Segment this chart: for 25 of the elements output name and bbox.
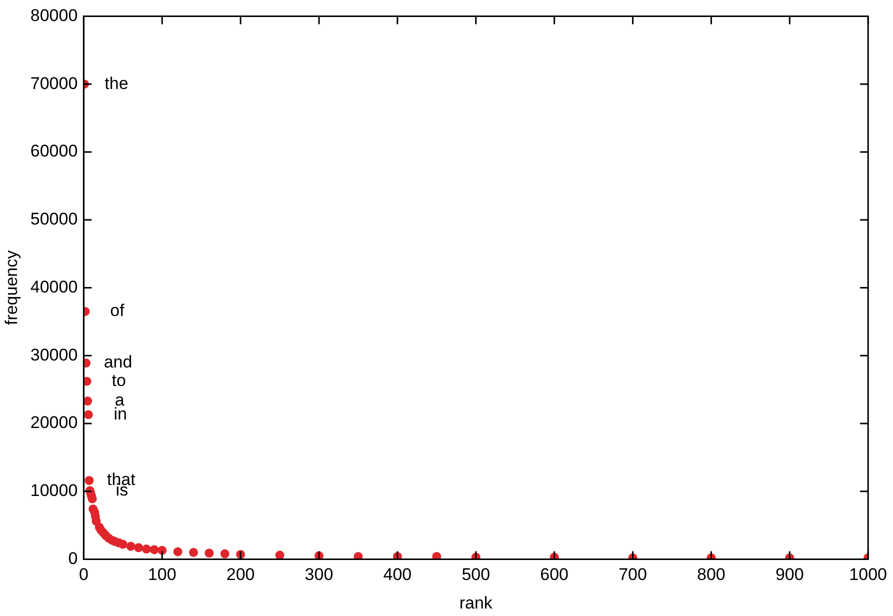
- annotation: to: [112, 371, 126, 390]
- x-tick-label: 900: [775, 565, 804, 584]
- y-tick-label: 40000: [30, 277, 78, 296]
- y-tick-label: 20000: [30, 413, 78, 432]
- y-tick-label: 50000: [30, 210, 78, 229]
- y-tick-label: 30000: [30, 345, 78, 364]
- x-tick-label: 400: [383, 565, 412, 584]
- y-tick-label: 0: [68, 548, 78, 568]
- annotation: of: [110, 301, 125, 320]
- y-tick-label: 70000: [30, 74, 78, 93]
- y-axis-title: frequency: [2, 250, 21, 326]
- x-tick-label: 700: [618, 565, 647, 584]
- y-tick-label: 10000: [30, 481, 78, 500]
- y-tick-label: 60000: [30, 142, 78, 161]
- x-tick-label: 200: [226, 565, 255, 584]
- x-tick-label: 500: [462, 565, 490, 584]
- x-tick-label: 300: [304, 565, 334, 584]
- annotation: and: [104, 352, 132, 372]
- x-axis-title: rank: [459, 593, 493, 612]
- x-tick-label: 100: [148, 565, 176, 584]
- y-tick-label: 80000: [30, 6, 78, 25]
- x-tick-label: 600: [540, 565, 569, 584]
- x-tick-label: 1000: [849, 565, 888, 584]
- x-tick-label: 800: [697, 565, 726, 584]
- annotation: the: [104, 74, 128, 93]
